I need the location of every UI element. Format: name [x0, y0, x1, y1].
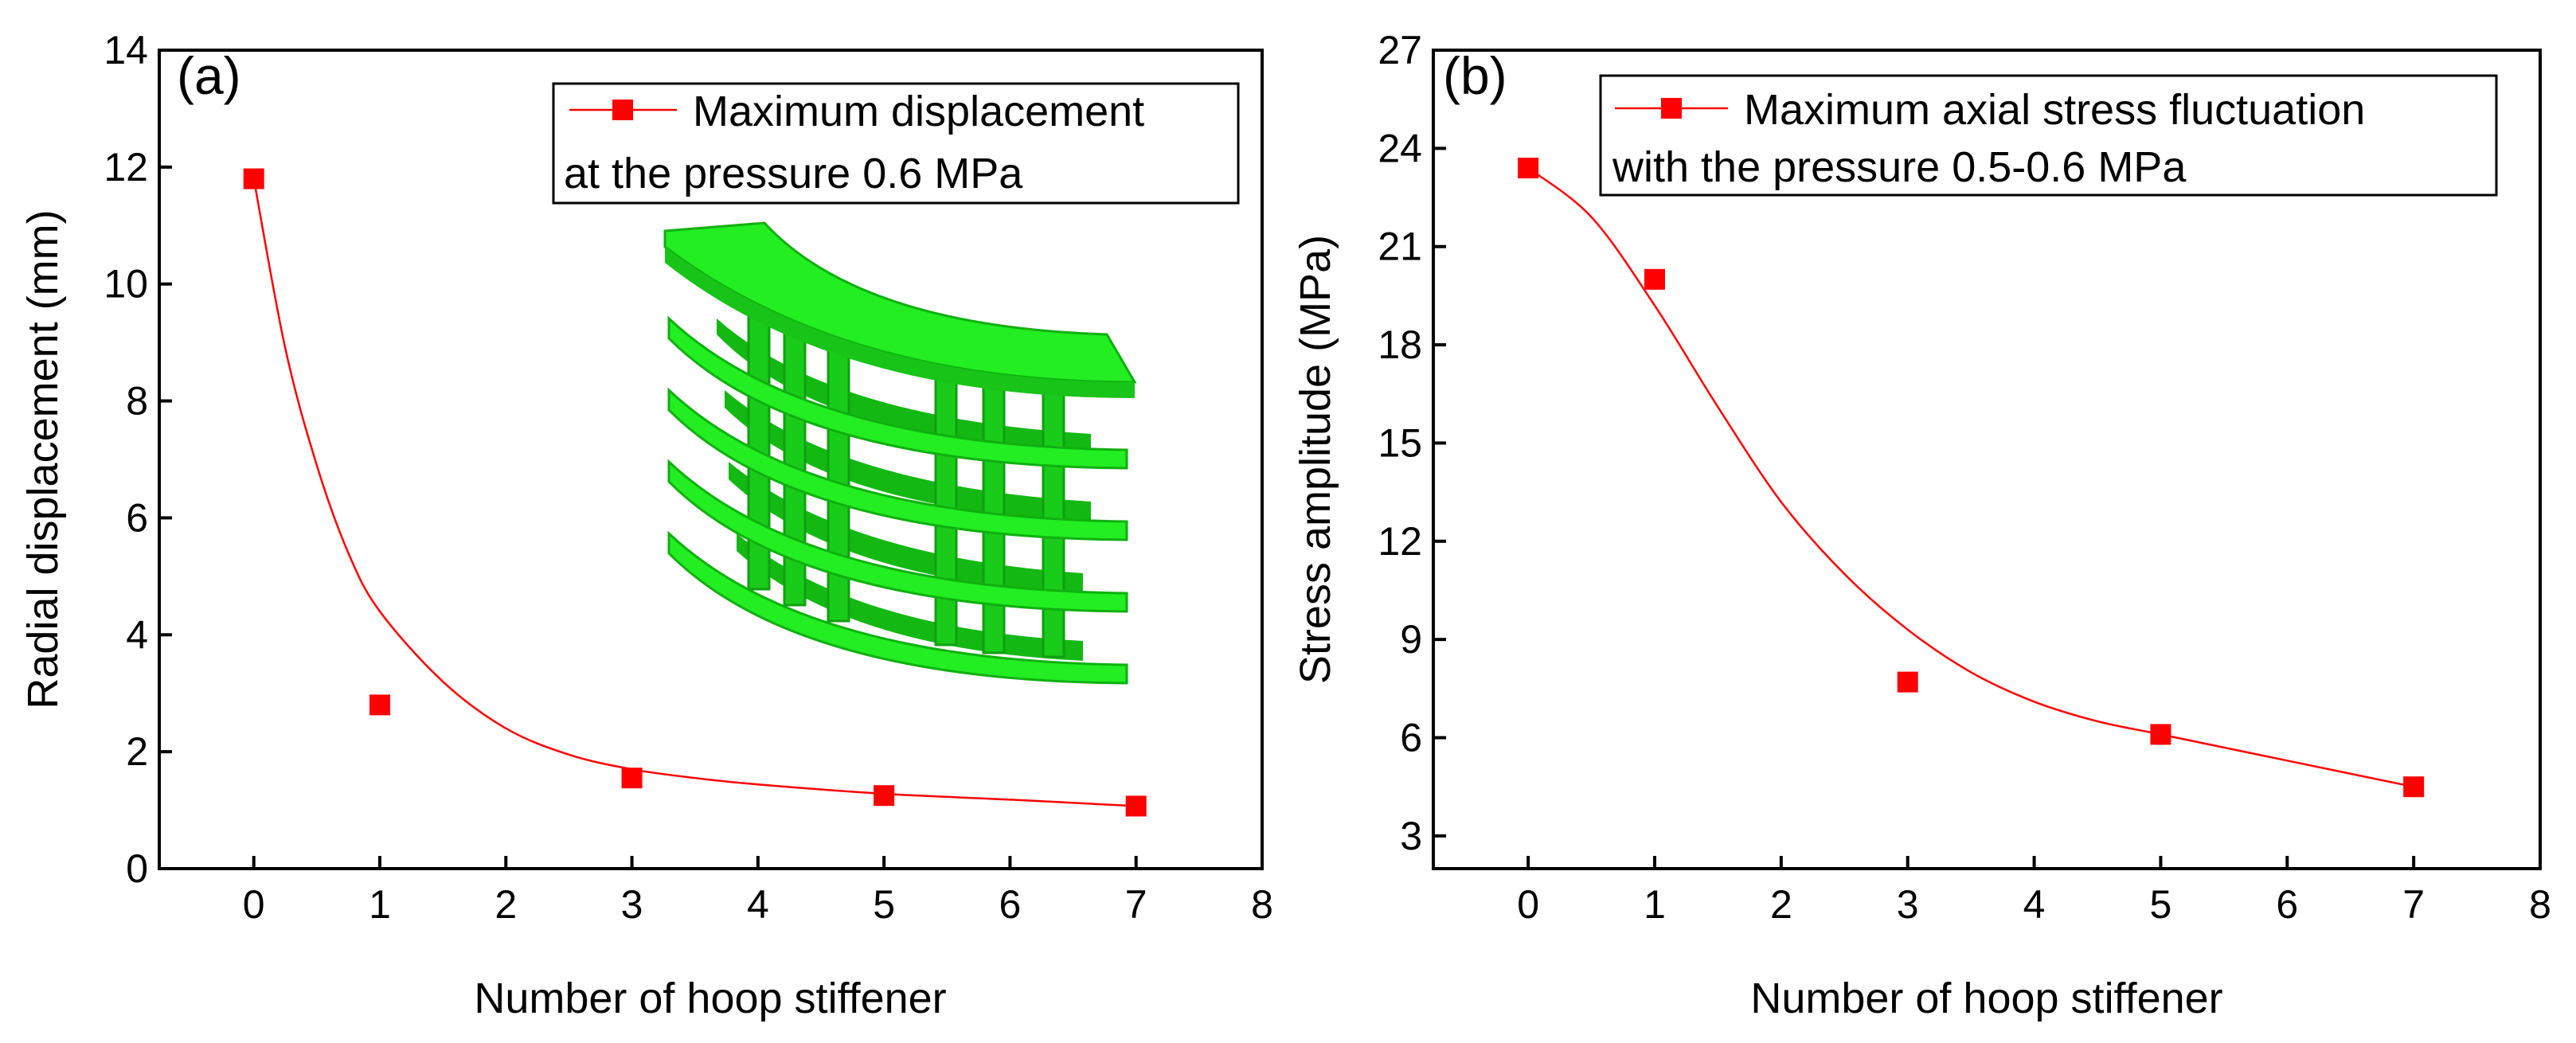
plot-frame-a [158, 49, 1264, 870]
x-tick-label-b-0: 0 [1517, 882, 1539, 927]
y-tick-label-a-3: 6 [126, 495, 148, 540]
x-tick-label-a-4: 4 [747, 882, 769, 927]
data-point-a-4 [1125, 795, 1147, 817]
inset-shell-model [663, 221, 1137, 685]
data-points-a [243, 168, 1147, 817]
y-tick-label-a-6: 12 [104, 145, 148, 189]
legend-text-b-line2: with the pressure 0.5-0.6 MPa [1612, 143, 2187, 191]
data-point-a-1 [369, 694, 390, 716]
data-point-b-4 [2403, 776, 2425, 798]
data-point-a-3 [874, 785, 895, 807]
legend-marker-a [612, 100, 633, 120]
x-tick-label-b-1: 1 [1644, 882, 1666, 927]
legend-box-a [552, 82, 1240, 205]
inset-shell-top [663, 221, 1137, 384]
x-tick-label-a-3: 3 [621, 882, 643, 927]
data-points-b [1518, 158, 2425, 798]
legend-a: Maximum displacement at the pressure 0.6… [552, 82, 1240, 205]
data-point-b-1 [1644, 268, 1665, 290]
y-axis-label-b: Stress amplitude (MPa) [1292, 235, 1339, 684]
x-tick-label-a-8: 8 [1251, 882, 1273, 927]
x-tick-label-a-2: 2 [494, 882, 517, 927]
data-point-a-0 [243, 168, 264, 189]
legend-marker-b [1661, 98, 1682, 119]
legend-text-a-line1: Maximum displacement [693, 88, 1144, 135]
x-tick-label-b-8: 8 [2529, 882, 2551, 927]
inset-ring-front-4 [667, 530, 1128, 685]
legend-b: Maximum axial stress fluctuation with th… [1599, 74, 2498, 197]
y-tick-label-a-2: 4 [126, 612, 148, 657]
y-tick-label-b-2: 9 [1400, 617, 1422, 662]
y-tick-label-a-0: 0 [126, 846, 148, 891]
legend-text-b-line1: Maximum axial stress fluctuation [1744, 86, 2365, 134]
y-tick-label-b-0: 3 [1400, 814, 1422, 858]
x-tick-label-b-5: 5 [2150, 882, 2172, 927]
x-axis-label-a: Number of hoop stiffener [474, 975, 946, 1022]
y-axis-label-a: Radial displacement (mm) [19, 209, 67, 709]
panel-label-b: (b) [1443, 46, 1507, 105]
plot-frame-b [1432, 49, 2542, 870]
x-tick-label-a-1: 1 [369, 882, 391, 927]
legend-text-a-line2: at the pressure 0.6 MPa [564, 150, 1023, 197]
y-tick-label-b-5: 18 [1378, 322, 1422, 367]
fit-curve-path-b [1527, 167, 2414, 788]
y-tick-label-b-8: 27 [1378, 28, 1422, 72]
fit-curve-b [1527, 167, 2414, 788]
x-tick-label-a-5: 5 [873, 882, 895, 927]
y-tick-label-b-1: 6 [1400, 716, 1422, 760]
inset-ring-front-2 [667, 387, 1128, 541]
x-tick-label-a-7: 7 [1125, 882, 1147, 927]
x-tick-label-a-0: 0 [243, 882, 265, 927]
x-tick-label-b-2: 2 [1770, 882, 1792, 927]
panel-label-a: (a) [177, 46, 241, 105]
inset-shell-top-edge [665, 247, 1135, 398]
inset-ring-front-3 [667, 459, 1128, 613]
x-tick-label-b-6: 6 [2276, 882, 2298, 927]
x-tick-label-b-4: 4 [2023, 882, 2046, 927]
y-tick-label-b-4: 15 [1378, 420, 1422, 465]
y-tick-label-a-5: 10 [104, 262, 148, 307]
y-tick-label-b-3: 12 [1378, 519, 1422, 564]
y-tick-label-a-1: 2 [126, 729, 148, 774]
y-tick-label-a-7: 14 [104, 28, 148, 72]
y-tick-label-b-7: 24 [1378, 126, 1422, 170]
data-point-a-2 [621, 768, 643, 789]
y-tick-label-a-4: 8 [126, 379, 148, 424]
legend-box-b [1599, 74, 2498, 197]
x-axis-label-b: Number of hoop stiffener [1750, 975, 2222, 1022]
inset-ring-front-1 [667, 315, 1128, 470]
x-tick-label-b-7: 7 [2402, 882, 2425, 927]
data-point-b-0 [1518, 158, 1539, 179]
y-tick-label-b-6: 21 [1378, 225, 1422, 269]
data-point-b-3 [2150, 724, 2171, 745]
x-tick-label-a-6: 6 [999, 882, 1022, 927]
x-tick-label-b-3: 3 [1897, 882, 1919, 927]
data-point-b-2 [1897, 671, 1918, 693]
